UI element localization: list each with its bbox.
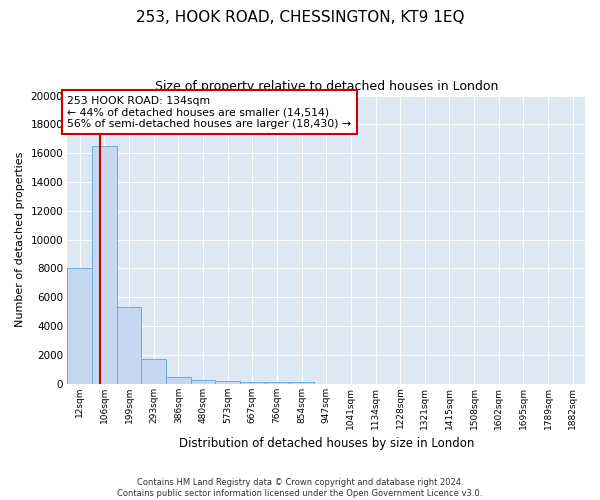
X-axis label: Distribution of detached houses by size in London: Distribution of detached houses by size … <box>179 437 474 450</box>
Bar <box>215 381 240 384</box>
Bar <box>142 358 166 384</box>
Text: 253, HOOK ROAD, CHESSINGTON, KT9 1EQ: 253, HOOK ROAD, CHESSINGTON, KT9 1EQ <box>136 10 464 25</box>
Bar <box>265 382 289 384</box>
Title: Size of property relative to detached houses in London: Size of property relative to detached ho… <box>155 80 498 93</box>
Bar <box>191 380 215 384</box>
Bar <box>67 268 92 384</box>
Text: Contains HM Land Registry data © Crown copyright and database right 2024.
Contai: Contains HM Land Registry data © Crown c… <box>118 478 482 498</box>
Text: 253 HOOK ROAD: 134sqm
← 44% of detached houses are smaller (14,514)
56% of semi-: 253 HOOK ROAD: 134sqm ← 44% of detached … <box>67 96 352 129</box>
Bar <box>240 382 265 384</box>
Y-axis label: Number of detached properties: Number of detached properties <box>15 152 25 328</box>
Bar <box>166 376 191 384</box>
Bar <box>289 382 314 384</box>
Bar <box>92 146 117 384</box>
Bar <box>117 308 142 384</box>
